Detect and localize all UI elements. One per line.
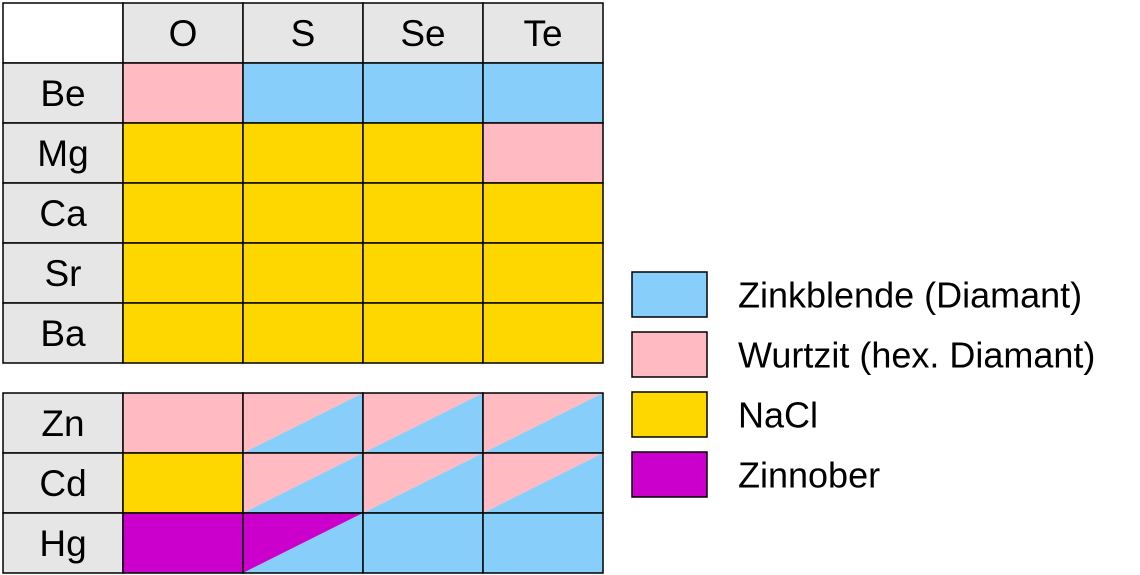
structure-grid: O S Se Te Be Mg Ca Sr Ba Zn Cd Hg <box>2 2 604 574</box>
legend-swatch-zinnober <box>631 451 708 498</box>
legend-label: Zinkblende (Diamant) <box>738 275 1082 316</box>
column-header-label: Se <box>400 13 445 54</box>
column-header-cell <box>362 2 484 64</box>
structure-cell-zinkblende-part <box>363 453 483 513</box>
legend-swatch-nacl <box>631 391 708 438</box>
structure-cell-nacl <box>363 303 483 363</box>
structure-cell-nacl <box>363 243 483 303</box>
structure-cell-wurtzit <box>483 123 603 183</box>
corner-cell <box>2 2 124 64</box>
structure-cell-zinkblende-part <box>243 393 363 453</box>
structure-cell-zinkblende-part <box>243 453 363 513</box>
structure-cell-zinkblende <box>483 513 603 573</box>
structure-cell-nacl <box>483 303 603 363</box>
structure-cell-nacl <box>123 453 243 513</box>
row-header-label: Ba <box>40 313 86 354</box>
structure-cell-nacl <box>123 303 243 363</box>
column-header-cell <box>482 2 604 64</box>
structure-cell-zinkblende <box>363 513 483 573</box>
row-header-label: Mg <box>37 133 88 174</box>
cell-border <box>482 302 604 364</box>
row-header-label: Be <box>40 73 85 114</box>
column-header-label: O <box>169 13 198 54</box>
structure-cell-wurtzit <box>123 393 243 453</box>
column-header-label: Te <box>523 13 562 54</box>
row-header-label: Ca <box>39 193 87 234</box>
structure-cell-nacl <box>483 243 603 303</box>
column-header-cell <box>242 2 364 64</box>
row-header-label: Sr <box>45 253 82 294</box>
structure-cell-wurtzit <box>123 63 243 123</box>
column-header-cell <box>122 2 244 64</box>
structure-cell-nacl <box>123 243 243 303</box>
structure-cell-zinkblende-part <box>483 453 603 513</box>
structure-cell-nacl <box>243 183 363 243</box>
legend-label: Wurtzit (hex. Diamant) <box>738 335 1095 376</box>
structure-cell-nacl <box>243 123 363 183</box>
cell-border <box>482 512 604 574</box>
legend: Zinkblende (Diamant) Wurtzit (hex. Diaman… <box>631 271 1095 498</box>
legend-label: Zinnober <box>738 455 880 496</box>
structure-cell-zinkblende-part <box>483 393 603 453</box>
row-header-label: Zn <box>41 403 84 444</box>
structure-cell-zinkblende <box>483 63 603 123</box>
row-header-cell <box>2 302 124 364</box>
structure-cell-nacl <box>243 243 363 303</box>
structure-cell-nacl <box>123 183 243 243</box>
structure-cell-nacl <box>123 123 243 183</box>
structure-cell-nacl <box>363 123 483 183</box>
structure-cell-nacl <box>363 183 483 243</box>
structure-cell-zinkblende <box>363 63 483 123</box>
structure-cell-zinkblende <box>243 63 363 123</box>
row-header-label: Cd <box>39 463 86 504</box>
row-header-label: Hg <box>39 523 86 564</box>
row-header-cell <box>2 392 124 454</box>
legend-swatch-zinkblende <box>631 271 708 318</box>
structure-cell-zinnober <box>123 513 243 573</box>
legend-swatch-wurtzit <box>631 331 708 378</box>
structure-cell-nacl <box>243 303 363 363</box>
column-header-label: S <box>291 13 316 54</box>
structure-cell-zinkblende-part <box>243 513 363 573</box>
legend-label: NaCl <box>738 395 818 436</box>
structure-cell-nacl <box>483 183 603 243</box>
structure-cell-zinkblende-part <box>363 393 483 453</box>
